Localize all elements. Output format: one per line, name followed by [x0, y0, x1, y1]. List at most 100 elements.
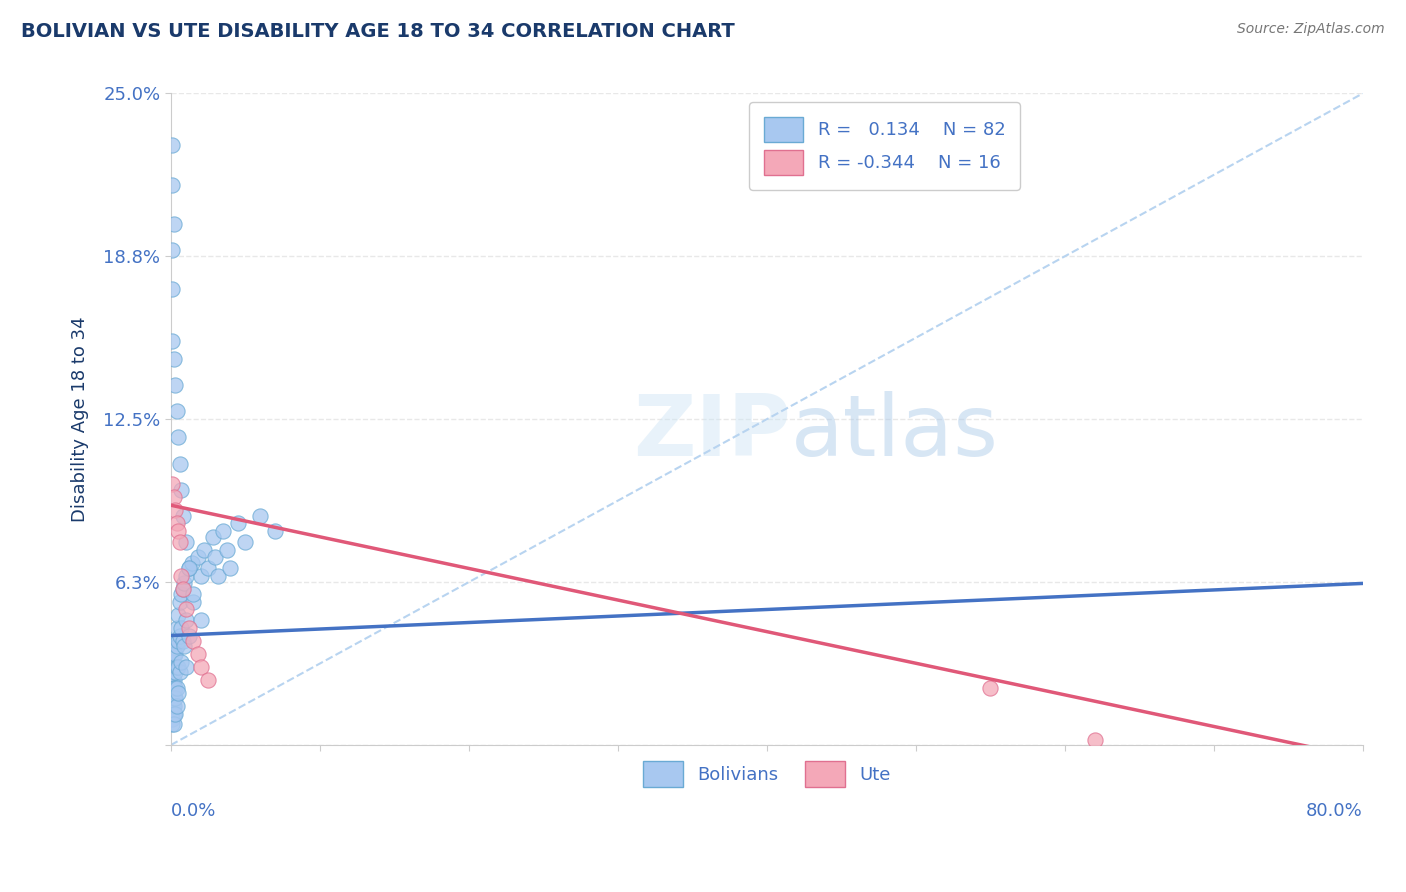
- Point: [169, 665, 191, 679]
- Point: [173, 576, 195, 591]
- Point: [177, 561, 200, 575]
- Point: [167, 607, 190, 622]
- Point: [165, 691, 187, 706]
- Text: Source: ZipAtlas.com: Source: ZipAtlas.com: [1237, 22, 1385, 37]
- Point: [162, 698, 184, 713]
- Point: [174, 602, 197, 616]
- Y-axis label: Disability Age 18 to 34: Disability Age 18 to 34: [72, 317, 89, 522]
- Point: [166, 660, 188, 674]
- Point: [174, 568, 197, 582]
- Point: [172, 582, 194, 596]
- Point: [162, 706, 184, 721]
- Point: [172, 508, 194, 523]
- Point: [165, 647, 187, 661]
- Point: [167, 686, 190, 700]
- Point: [177, 629, 200, 643]
- Text: BOLIVIAN VS UTE DISABILITY AGE 18 TO 34 CORRELATION CHART: BOLIVIAN VS UTE DISABILITY AGE 18 TO 34 …: [21, 22, 735, 41]
- Point: [169, 457, 191, 471]
- Point: [187, 647, 209, 661]
- Point: [197, 561, 219, 575]
- Point: [201, 529, 224, 543]
- Point: [165, 665, 187, 679]
- Point: [181, 587, 204, 601]
- Point: [979, 681, 1001, 695]
- Point: [166, 621, 188, 635]
- Point: [163, 681, 186, 695]
- Text: atlas: atlas: [790, 391, 998, 474]
- Point: [163, 352, 186, 367]
- Point: [181, 595, 204, 609]
- Point: [187, 550, 209, 565]
- Point: [181, 633, 204, 648]
- Point: [166, 681, 188, 695]
- Point: [162, 665, 184, 679]
- Point: [170, 483, 193, 497]
- Point: [162, 178, 184, 192]
- Point: [162, 717, 184, 731]
- Point: [165, 706, 187, 721]
- Point: [170, 655, 193, 669]
- Point: [197, 673, 219, 687]
- Point: [217, 542, 239, 557]
- Point: [162, 686, 184, 700]
- Text: ZIP: ZIP: [633, 391, 790, 474]
- Point: [264, 524, 287, 539]
- Point: [163, 717, 186, 731]
- Point: [166, 404, 188, 418]
- Point: [177, 621, 200, 635]
- Point: [165, 633, 187, 648]
- Point: [174, 534, 197, 549]
- Point: [162, 243, 184, 257]
- Point: [167, 633, 190, 648]
- Point: [204, 550, 226, 565]
- Point: [162, 673, 184, 687]
- Point: [166, 516, 188, 531]
- Point: [170, 621, 193, 635]
- Point: [226, 516, 249, 531]
- Point: [193, 542, 215, 557]
- Point: [174, 613, 197, 627]
- Point: [249, 508, 271, 523]
- Point: [162, 681, 184, 695]
- Point: [162, 655, 184, 669]
- Point: [1084, 732, 1107, 747]
- Point: [180, 556, 202, 570]
- Point: [167, 430, 190, 444]
- Point: [169, 629, 191, 643]
- Point: [169, 595, 191, 609]
- Text: 0.0%: 0.0%: [170, 803, 217, 821]
- Point: [190, 568, 212, 582]
- Point: [219, 561, 242, 575]
- Point: [167, 660, 190, 674]
- Point: [162, 477, 184, 491]
- Point: [166, 639, 188, 653]
- Point: [167, 524, 190, 539]
- Point: [162, 712, 184, 726]
- Point: [165, 681, 187, 695]
- Point: [172, 633, 194, 648]
- Point: [177, 561, 200, 575]
- Point: [163, 660, 186, 674]
- Point: [166, 698, 188, 713]
- Point: [169, 534, 191, 549]
- Point: [190, 660, 212, 674]
- Legend: Bolivians, Ute: Bolivians, Ute: [628, 747, 905, 801]
- Point: [162, 282, 184, 296]
- Point: [174, 660, 197, 674]
- Point: [163, 217, 186, 231]
- Point: [173, 639, 195, 653]
- Point: [163, 691, 186, 706]
- Point: [163, 491, 186, 505]
- Point: [162, 691, 184, 706]
- Point: [170, 587, 193, 601]
- Point: [165, 378, 187, 392]
- Point: [163, 706, 186, 721]
- Point: [190, 613, 212, 627]
- Point: [212, 524, 235, 539]
- Point: [207, 568, 229, 582]
- Point: [163, 673, 186, 687]
- Point: [172, 582, 194, 596]
- Point: [162, 334, 184, 348]
- Point: [170, 568, 193, 582]
- Point: [165, 503, 187, 517]
